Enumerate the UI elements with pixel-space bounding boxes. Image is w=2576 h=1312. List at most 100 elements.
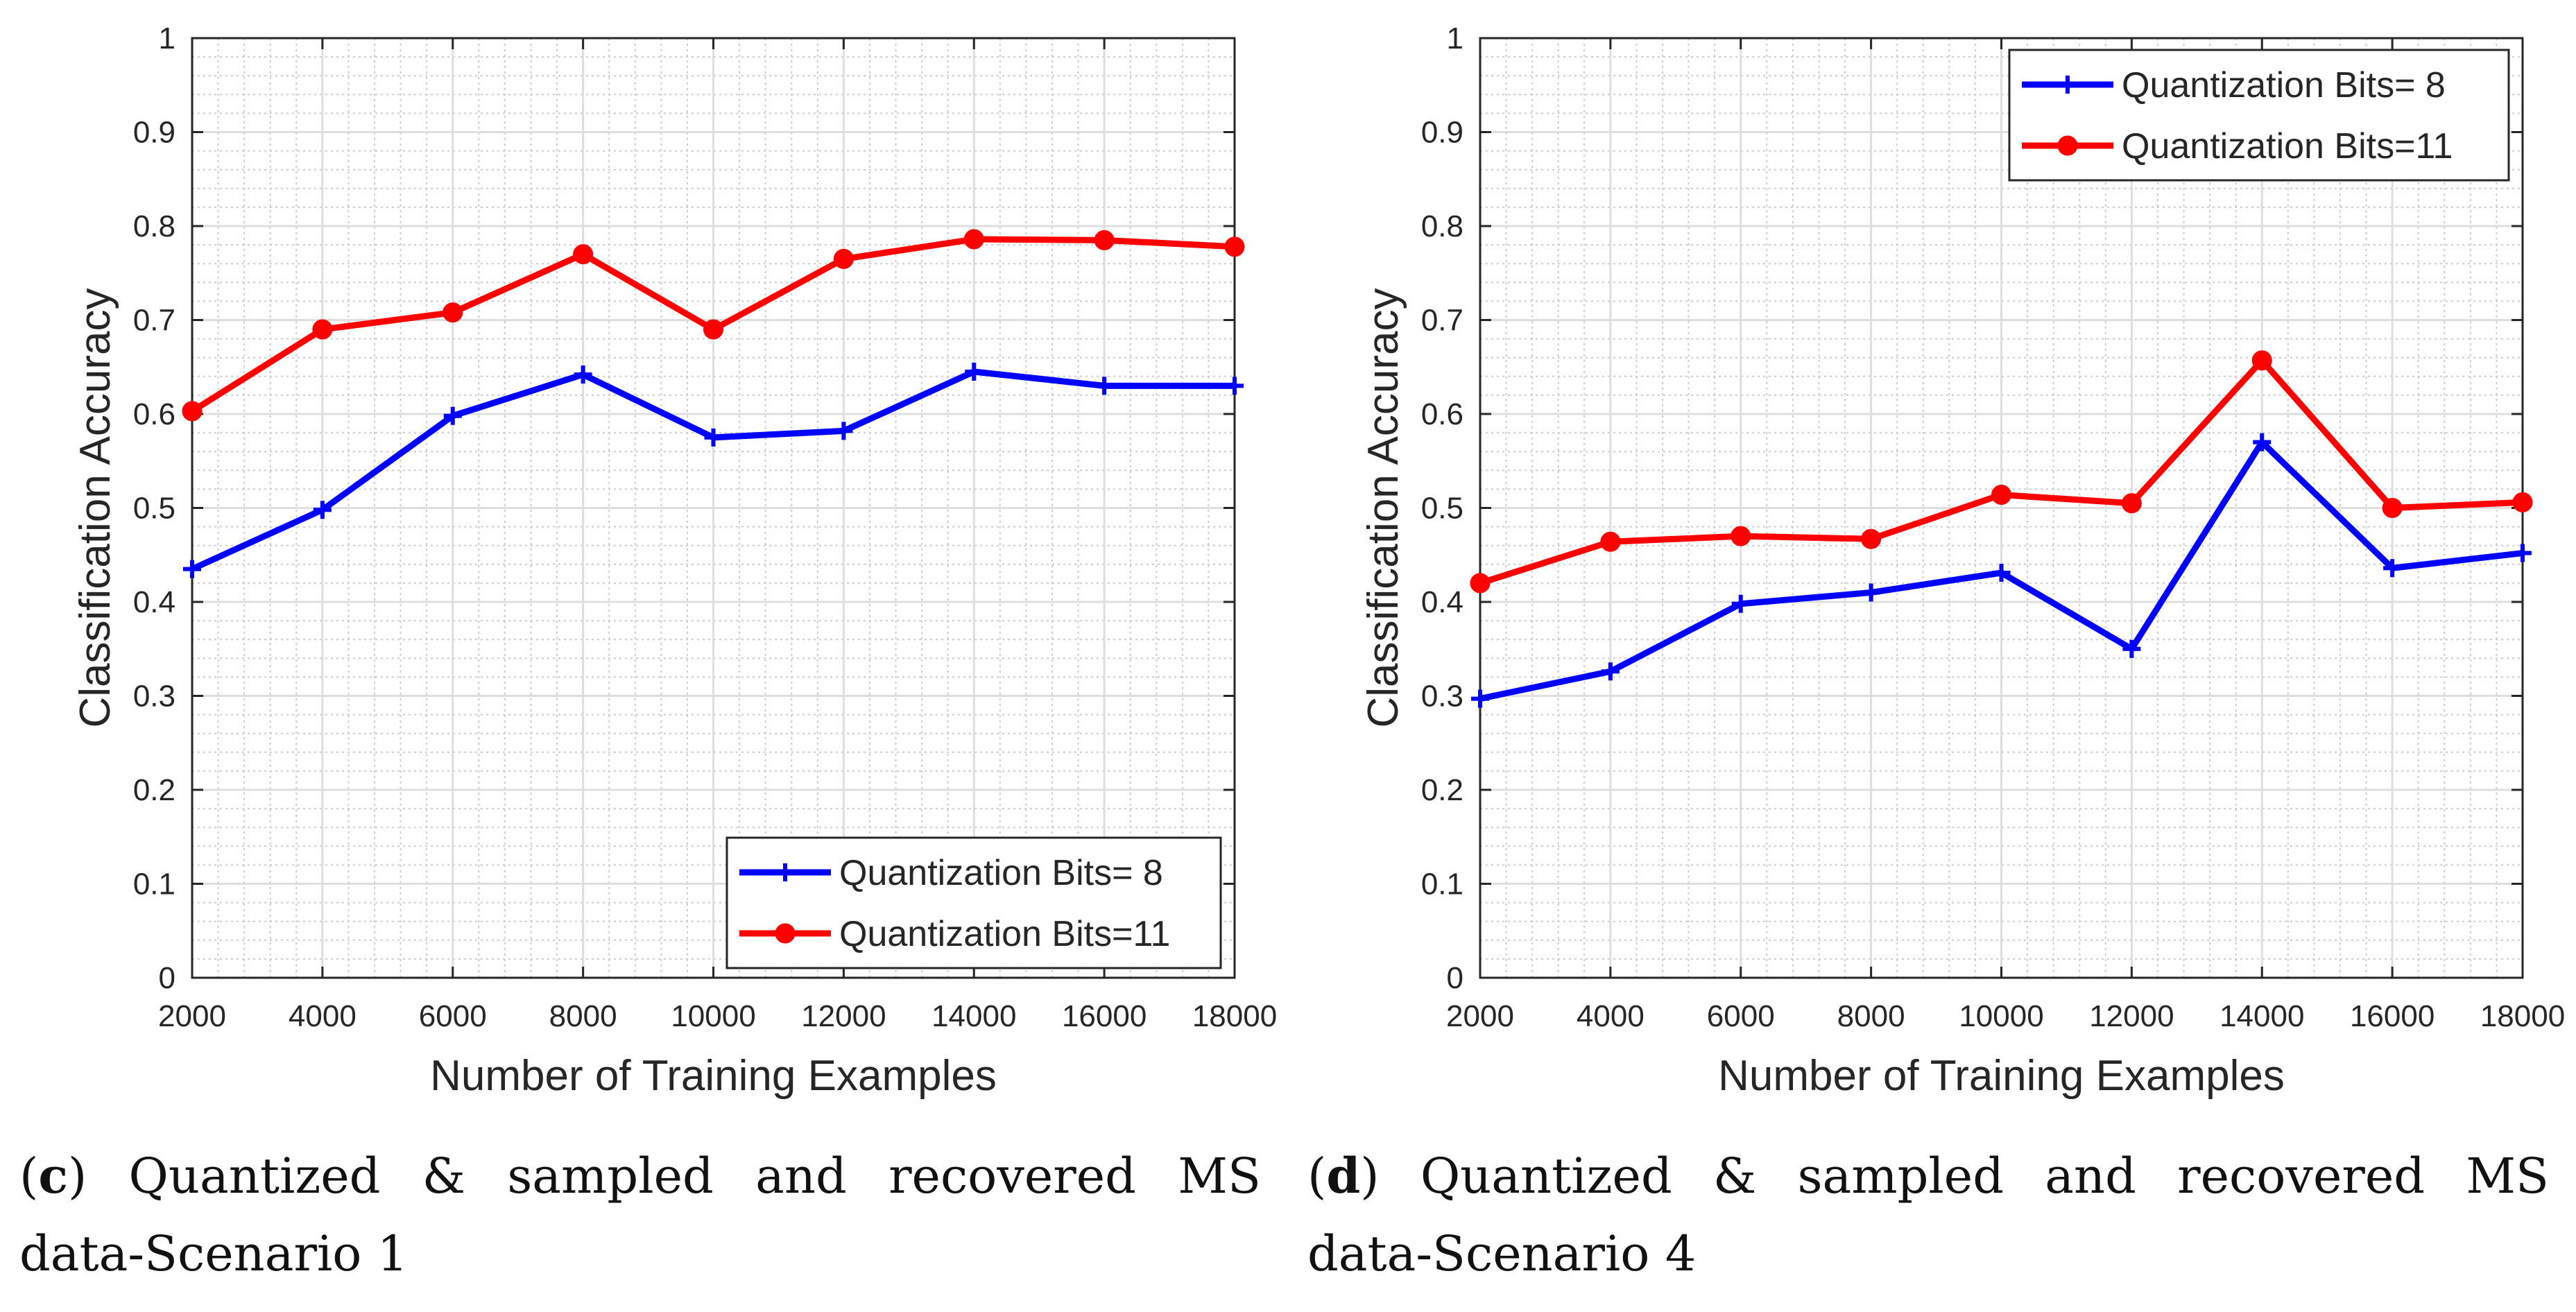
- y-axis-label: Classification Accuracy: [71, 288, 119, 727]
- data-point: [443, 406, 462, 425]
- y-tick-label: 0.6: [133, 397, 175, 431]
- data-point: [1600, 531, 1621, 552]
- legend-marker: [776, 863, 794, 881]
- legend-label: Quantization Bits=11: [839, 914, 1170, 954]
- data-point: [2512, 492, 2533, 512]
- data-point: [574, 365, 592, 384]
- data-point: [833, 248, 854, 269]
- y-tick-label: 0.4: [133, 585, 175, 619]
- data-point: [1095, 377, 1114, 395]
- data-point: [182, 401, 203, 422]
- data-point: [1601, 662, 1620, 681]
- caption-word: and: [2045, 1148, 2136, 1205]
- y-tick-label: 0.2: [133, 773, 175, 807]
- x-tick-label: 16000: [1062, 999, 1147, 1033]
- data-point: [2121, 493, 2142, 514]
- legend-box: [2008, 49, 2510, 182]
- data-point: [1094, 230, 1115, 250]
- tick-labels: 2000 4000 6000 8000 10000 12000 14000 16000 1800…: [133, 21, 1277, 1033]
- data-point: [2122, 639, 2141, 658]
- series: [183, 363, 1244, 578]
- x-tick-label: 18000: [2480, 999, 2565, 1033]
- x-axis-label: Number of Training Examples: [1718, 1052, 2285, 1100]
- data-point: [2383, 559, 2402, 578]
- caption-word: Quantized: [1420, 1148, 1672, 1205]
- data-point: [1470, 573, 1491, 594]
- data-point: [1731, 526, 1751, 546]
- series: [1470, 350, 2533, 594]
- y-tick-label: 0: [1447, 961, 1463, 995]
- legend-marker: [2059, 76, 2077, 94]
- x-axis-label: Number of Training Examples: [430, 1052, 997, 1100]
- caption-word: MS: [2466, 1148, 2549, 1205]
- data-point: [1471, 689, 1489, 708]
- data-point: [1991, 485, 2011, 506]
- data-point: [703, 319, 723, 340]
- legend-entry: Quantization Bits=11: [739, 914, 1170, 954]
- x-tick-label: 8000: [549, 999, 617, 1033]
- legend: Quantization Bits= 8 Quantization Bits=11: [725, 836, 1222, 969]
- data-point: [1224, 236, 1245, 257]
- x-tick-label: 10000: [671, 999, 755, 1033]
- y-tick-label: 0.7: [133, 304, 175, 338]
- x-tick-label: 12000: [801, 999, 886, 1033]
- legend-marker: [775, 923, 796, 944]
- data-point: [573, 244, 594, 265]
- data-point: [2253, 433, 2272, 451]
- legend: Quantization Bits= 8 Quantization Bits=11: [2008, 49, 2510, 182]
- caption-label: (d): [1307, 1147, 1380, 1205]
- x-tick-label: 16000: [2350, 999, 2435, 1033]
- caption-line-2: data-Scenario 1: [19, 1225, 409, 1282]
- panel-d: 2000 4000 6000 8000 10000 12000 14000 16000 1800…: [1288, 0, 2576, 1312]
- y-tick-label: 0.8: [1421, 209, 1463, 243]
- data-point: [2251, 350, 2272, 371]
- y-tick-label: 1: [159, 21, 175, 55]
- ticks: [1479, 37, 2524, 979]
- series: [182, 229, 1245, 422]
- x-tick-label: 14000: [931, 999, 1016, 1033]
- legend-box: [725, 836, 1222, 969]
- data-point: [704, 428, 723, 447]
- caption-c: (c) Quantized & sampled and recovered MS…: [19, 1137, 1261, 1293]
- legend-entry: Quantization Bits=11: [2022, 126, 2453, 166]
- x-tick-label: 4000: [1577, 999, 1645, 1033]
- chart-d: 2000 4000 6000 8000 10000 12000 14000 16000 1800…: [1359, 21, 2565, 1100]
- series: [1471, 433, 2532, 708]
- caption-word: MS: [1178, 1148, 1261, 1205]
- x-tick-label: 18000: [1192, 999, 1277, 1033]
- data-point: [312, 319, 333, 340]
- legend-label: Quantization Bits= 8: [2122, 65, 2446, 105]
- legend-entry: Quantization Bits= 8: [2022, 65, 2446, 105]
- y-tick-label: 0.6: [1421, 397, 1463, 431]
- chart-c: 2000 4000 6000 8000 10000 12000 14000 16000 1800…: [71, 21, 1277, 1100]
- data-point: [2514, 544, 2532, 562]
- caption-word: and: [755, 1148, 847, 1205]
- data-point: [834, 422, 853, 440]
- tick-labels: 2000 4000 6000 8000 10000 12000 14000 16000 1800…: [1421, 21, 2565, 1033]
- panel-c: 2000 4000 6000 8000 10000 12000 14000 16000 1800…: [19, 21, 1277, 1293]
- caption-label: (c): [19, 1147, 87, 1205]
- legend-label: Quantization Bits=11: [2122, 126, 2453, 166]
- data-point: [963, 229, 984, 250]
- x-tick-label: 14000: [2219, 999, 2304, 1033]
- x-tick-label: 10000: [1959, 999, 2043, 1033]
- data-point: [313, 501, 332, 519]
- x-tick-label: 2000: [1446, 999, 1514, 1033]
- data-point: [183, 560, 201, 578]
- data-point: [1992, 563, 2011, 582]
- caption-letter: c: [38, 1147, 68, 1205]
- y-tick-label: 0.9: [133, 116, 175, 150]
- caption-d: (d) Quantized & sampled and recovered MS…: [1307, 1137, 2549, 1293]
- legend-marker: [2057, 135, 2078, 156]
- x-tick-label: 2000: [158, 999, 226, 1033]
- x-tick-label: 6000: [1707, 999, 1775, 1033]
- caption-line-1: (d) Quantized & sampled and recovered MS: [1307, 1137, 2549, 1215]
- data-point: [1861, 528, 1882, 549]
- caption-word: recovered: [2177, 1148, 2425, 1205]
- y-tick-label: 0.9: [1421, 116, 1463, 150]
- caption-word: Quantized: [128, 1148, 381, 1205]
- data-point: [443, 302, 463, 323]
- legend-label: Quantization Bits= 8: [839, 853, 1163, 893]
- legend-entry: Quantization Bits= 8: [739, 853, 1163, 893]
